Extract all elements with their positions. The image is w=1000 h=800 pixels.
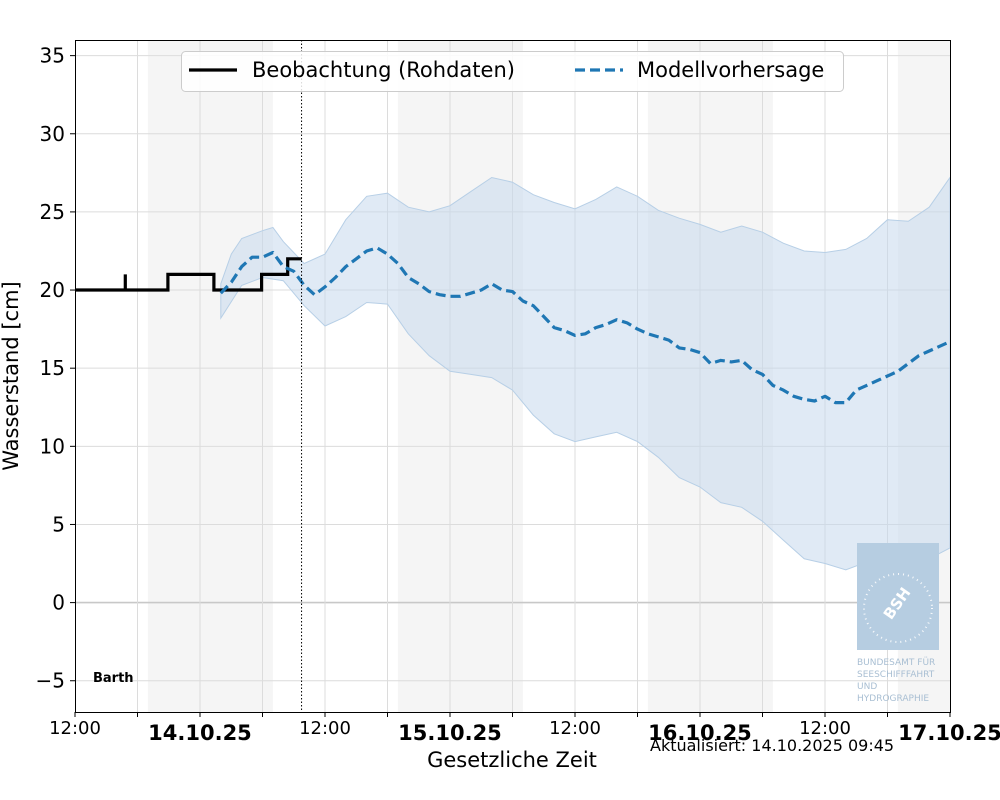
x-tick-label: 12:00: [299, 718, 351, 739]
bsh-logo-watermark: BSH BUNDESAMT FÜR SEESCHIFFFAHRT UND HYD…: [857, 543, 939, 704]
y-tick-label: 15: [40, 356, 65, 380]
legend-label-observation: Beobachtung (Rohdaten): [252, 58, 515, 82]
x-tick-label: 14.10.25: [148, 721, 252, 745]
y-tick-label: −5: [36, 669, 65, 693]
updated-timestamp: Aktualisiert: 14.10.2025 09:45: [650, 736, 895, 755]
y-tick-label: 25: [40, 200, 65, 224]
y-tick-label: 20: [40, 278, 65, 302]
confidence-band: [220, 175, 951, 574]
y-tick-label: 0: [52, 591, 65, 615]
x-tick-label: 12:00: [49, 718, 101, 739]
station-name: Barth: [93, 671, 134, 686]
x-tick-label: 17.10.25: [898, 721, 1000, 745]
bsh-seal-icon: [863, 573, 933, 643]
bsh-logo-line-1: BUNDESAMT FÜR: [857, 657, 935, 668]
observation-line: [75, 257, 302, 292]
x-tick-label: 15.10.25: [398, 721, 502, 745]
x-tick-label: 12:00: [799, 718, 851, 739]
y-tick-label: 35: [40, 44, 65, 68]
bsh-logo-line-3: UND: [857, 682, 877, 692]
x-axis-label: Gesetzliche Zeit: [427, 748, 597, 772]
x-tick-label: 12:00: [549, 718, 601, 739]
x-axis-ticks: 12:00 14.10.25 12:00 15.10.25 12:00 16.10.25 1…: [49, 712, 1000, 745]
forecast-line: [219, 246, 951, 405]
y-axis-label: Wasserstand [cm]: [0, 281, 23, 470]
y-tick-label: 10: [40, 434, 65, 458]
bsh-logo-line-2: SEESCHIFFFAHRT: [857, 670, 935, 680]
bsh-logo-line-4: HYDROGRAPHIE: [857, 694, 929, 704]
forecast-uncertainty-band: [220, 175, 951, 574]
y-tick-label: 5: [52, 512, 65, 536]
night-band: [147, 40, 273, 712]
x-tick-label: 16.10.25: [648, 721, 752, 745]
y-axis-ticks: −5 0 5 10 15 20 25 30 35: [36, 44, 75, 693]
legend-label-forecast: Modellvorhersage: [637, 58, 824, 82]
bsh-logo-box: [857, 543, 939, 650]
legend: Beobachtung (Rohdaten) Modellvorhersage: [181, 51, 844, 92]
legend-box: [181, 51, 844, 92]
series-lines: [75, 246, 951, 405]
y-tick-label: 30: [40, 122, 65, 146]
